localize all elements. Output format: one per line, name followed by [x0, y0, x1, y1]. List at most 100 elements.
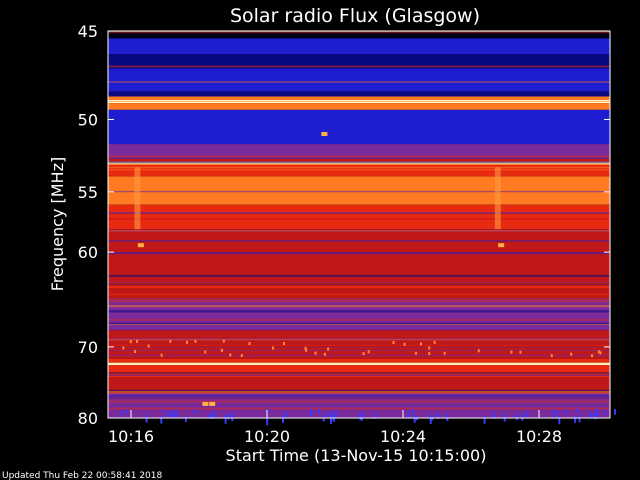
spectrum-band: [108, 346, 610, 359]
spectrum-streak: [108, 293, 610, 296]
orange-fleck: [510, 350, 513, 354]
y-tick-label: 55: [78, 183, 98, 202]
spectrum-streak: [108, 400, 610, 403]
blue-fleck: [209, 413, 211, 418]
blue-fleck: [184, 415, 187, 422]
blue-fleck: [431, 414, 434, 421]
spectrum-streak: [108, 392, 610, 394]
blue-fleck: [169, 410, 172, 417]
spectrum-streak: [108, 240, 610, 242]
blue-fleck: [373, 413, 376, 419]
spectrum-streak: [108, 310, 610, 313]
orange-fleck: [186, 340, 188, 344]
blue-fleck: [210, 414, 213, 419]
orange-fleck: [222, 339, 225, 343]
orange-fleck: [194, 339, 197, 343]
blue-fleck: [521, 413, 524, 421]
burst-line: [494, 167, 501, 230]
blue-fleck: [335, 409, 337, 417]
blue-fleck: [407, 410, 410, 419]
plot-area: [107, 30, 616, 426]
spectrum-band: [108, 144, 610, 159]
blue-fleck: [120, 410, 123, 418]
spectrum-band: [108, 38, 610, 54]
spectrum-streak: [108, 324, 610, 325]
orange-fleck: [304, 346, 307, 350]
spectrum-streak: [108, 32, 610, 34]
spectrum-streak: [108, 350, 610, 352]
orange-fleck: [229, 353, 232, 357]
blue-fleck: [446, 413, 449, 421]
orange-fleck: [129, 340, 132, 344]
orange-fleck: [367, 350, 370, 354]
orange-fleck: [305, 348, 308, 352]
blue-fleck: [554, 409, 557, 415]
blue-fleck: [594, 412, 597, 420]
spectrum-streak: [108, 155, 610, 157]
hot-spot: [321, 132, 328, 136]
spectrum-streak: [108, 407, 610, 410]
blue-fleck: [614, 409, 616, 415]
spectrum-streak: [108, 284, 610, 287]
orange-fleck: [414, 351, 417, 355]
blue-fleck: [515, 413, 518, 421]
burst-line: [134, 167, 141, 230]
spectrum-streak: [108, 211, 610, 214]
spectrum-streak: [108, 274, 610, 277]
spectrum-streak: [108, 190, 610, 193]
blue-fleck: [330, 412, 333, 422]
spectrum-band: [108, 109, 610, 128]
blue-fleck: [558, 415, 561, 425]
spectrum-band: [108, 31, 610, 39]
orange-fleck: [433, 340, 436, 344]
spectrum-streak: [108, 100, 610, 102]
orange-fleck: [314, 351, 317, 355]
y-axis: 45 50 55 60 70 80 Frequency [MHz]: [48, 22, 610, 428]
blue-fleck: [493, 411, 496, 419]
blue-fleck: [526, 411, 529, 419]
spectrum-band: [108, 365, 610, 378]
spectrum-streak: [108, 354, 610, 357]
blue-fleck: [172, 411, 175, 419]
spectrum-band: [108, 175, 610, 192]
spectrum-streak: [108, 389, 610, 392]
spectrum-streak: [108, 397, 610, 399]
orange-fleck: [362, 352, 365, 356]
blue-fleck: [212, 410, 215, 419]
blue-fleck: [604, 411, 607, 415]
spectrum-band: [108, 229, 610, 264]
orange-fleck: [220, 348, 223, 352]
blue-fleck: [231, 412, 234, 422]
y-tick-label: 60: [78, 243, 98, 262]
orange-fleck: [323, 352, 326, 356]
blue-fleck: [565, 409, 568, 415]
spectrum-band: [108, 96, 610, 100]
orange-fleck: [272, 346, 274, 350]
x-tick-label: 10:20: [244, 427, 290, 446]
spectrum-streak: [108, 301, 610, 303]
spectrum-streak: [108, 404, 610, 407]
blue-fleck: [126, 409, 129, 414]
orange-fleck: [519, 350, 522, 354]
orange-fleck: [283, 342, 285, 345]
spectrum-streak: [108, 386, 610, 388]
blue-fleck: [266, 416, 269, 426]
orange-fleck: [550, 354, 553, 358]
blue-fleck: [227, 413, 230, 420]
spectrum-band: [108, 405, 610, 418]
spectrum-streak: [108, 161, 610, 164]
x-tick-label: 10:16: [108, 427, 154, 446]
blue-fleck: [282, 415, 284, 423]
spectrum-streak: [108, 322, 610, 324]
spectrum-streak: [108, 166, 610, 169]
y-tick-label: 50: [78, 110, 98, 129]
orange-fleck: [392, 341, 395, 344]
spectrum-streak: [108, 65, 610, 68]
chart-title: Solar radio Flux (Glasgow): [230, 5, 480, 27]
blue-fleck: [360, 413, 363, 421]
spectrum-band: [108, 54, 610, 69]
blue-fleck: [359, 413, 362, 421]
blue-fleck: [590, 414, 593, 419]
spectrum-band: [108, 263, 610, 284]
x-tick-label: 10:28: [516, 427, 562, 446]
